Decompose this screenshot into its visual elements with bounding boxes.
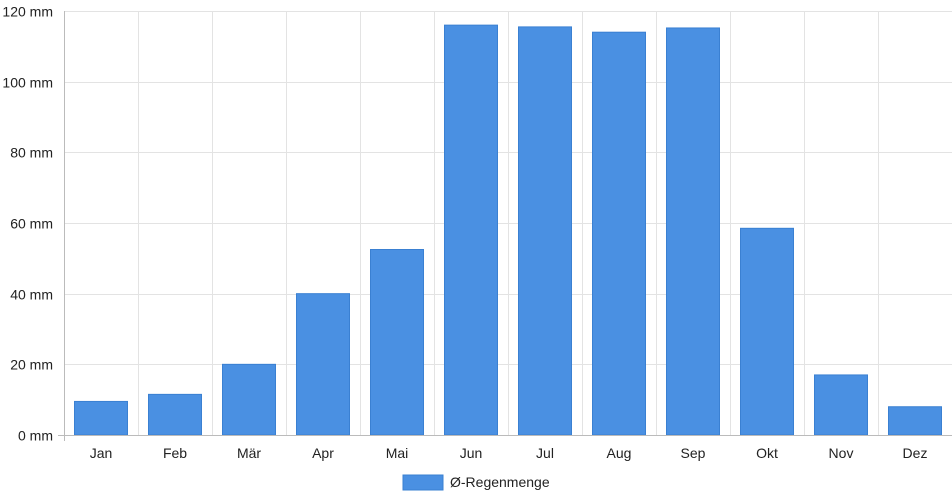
bars bbox=[74, 24, 942, 436]
x-tick-label: Okt bbox=[756, 445, 778, 461]
y-tick-label: 0 mm bbox=[18, 428, 53, 444]
bar-jan[interactable] bbox=[74, 400, 128, 436]
bar-mär[interactable] bbox=[222, 363, 276, 436]
x-tick-label: Nov bbox=[829, 445, 854, 461]
x-tick-label: Jan bbox=[90, 445, 113, 461]
bar-mai[interactable] bbox=[370, 249, 424, 436]
bar-nov[interactable] bbox=[814, 374, 868, 436]
x-tick-label: Jun bbox=[460, 445, 483, 461]
x-tick-label: Sep bbox=[681, 445, 706, 461]
y-tick-label: 20 mm bbox=[10, 357, 53, 373]
x-tick-label: Apr bbox=[312, 445, 334, 461]
gridlines bbox=[64, 11, 952, 436]
y-tick-label: 80 mm bbox=[10, 145, 53, 161]
bar-okt[interactable] bbox=[740, 227, 794, 436]
x-tick-label: Dez bbox=[903, 445, 928, 461]
x-tick-label: Aug bbox=[607, 445, 632, 461]
bar-feb[interactable] bbox=[148, 393, 202, 436]
y-tick-label: 60 mm bbox=[10, 216, 53, 232]
x-tick-label: Jul bbox=[536, 445, 554, 461]
x-tick-label: Mai bbox=[386, 445, 409, 461]
legend-label[interactable]: Ø-Regenmenge bbox=[450, 474, 550, 490]
x-tick-label: Feb bbox=[163, 445, 187, 461]
x-axis-tick-labels: Jan Feb Mär Apr Mai Jun Jul Aug Sep Okt Nov Dez bbox=[90, 445, 928, 461]
axes bbox=[58, 11, 952, 441]
bar-jun[interactable] bbox=[444, 24, 498, 436]
legend[interactable]: Ø-Regenmenge bbox=[402, 474, 550, 491]
y-axis-tick-labels: 0 mm 20 mm 40 mm 60 mm 80 mm 100 mm 120 mm bbox=[2, 4, 53, 444]
bar-sep[interactable] bbox=[666, 27, 720, 436]
y-tick-label: 100 mm bbox=[2, 75, 53, 91]
bar-apr[interactable] bbox=[296, 293, 350, 436]
bar-jul[interactable] bbox=[518, 26, 572, 436]
y-tick-label: 120 mm bbox=[2, 4, 53, 20]
legend-swatch[interactable] bbox=[402, 474, 444, 491]
bar-aug[interactable] bbox=[592, 31, 646, 436]
x-tick-label: Mär bbox=[237, 445, 261, 461]
bar-dez[interactable] bbox=[888, 406, 942, 436]
y-tick-label: 40 mm bbox=[10, 287, 53, 303]
